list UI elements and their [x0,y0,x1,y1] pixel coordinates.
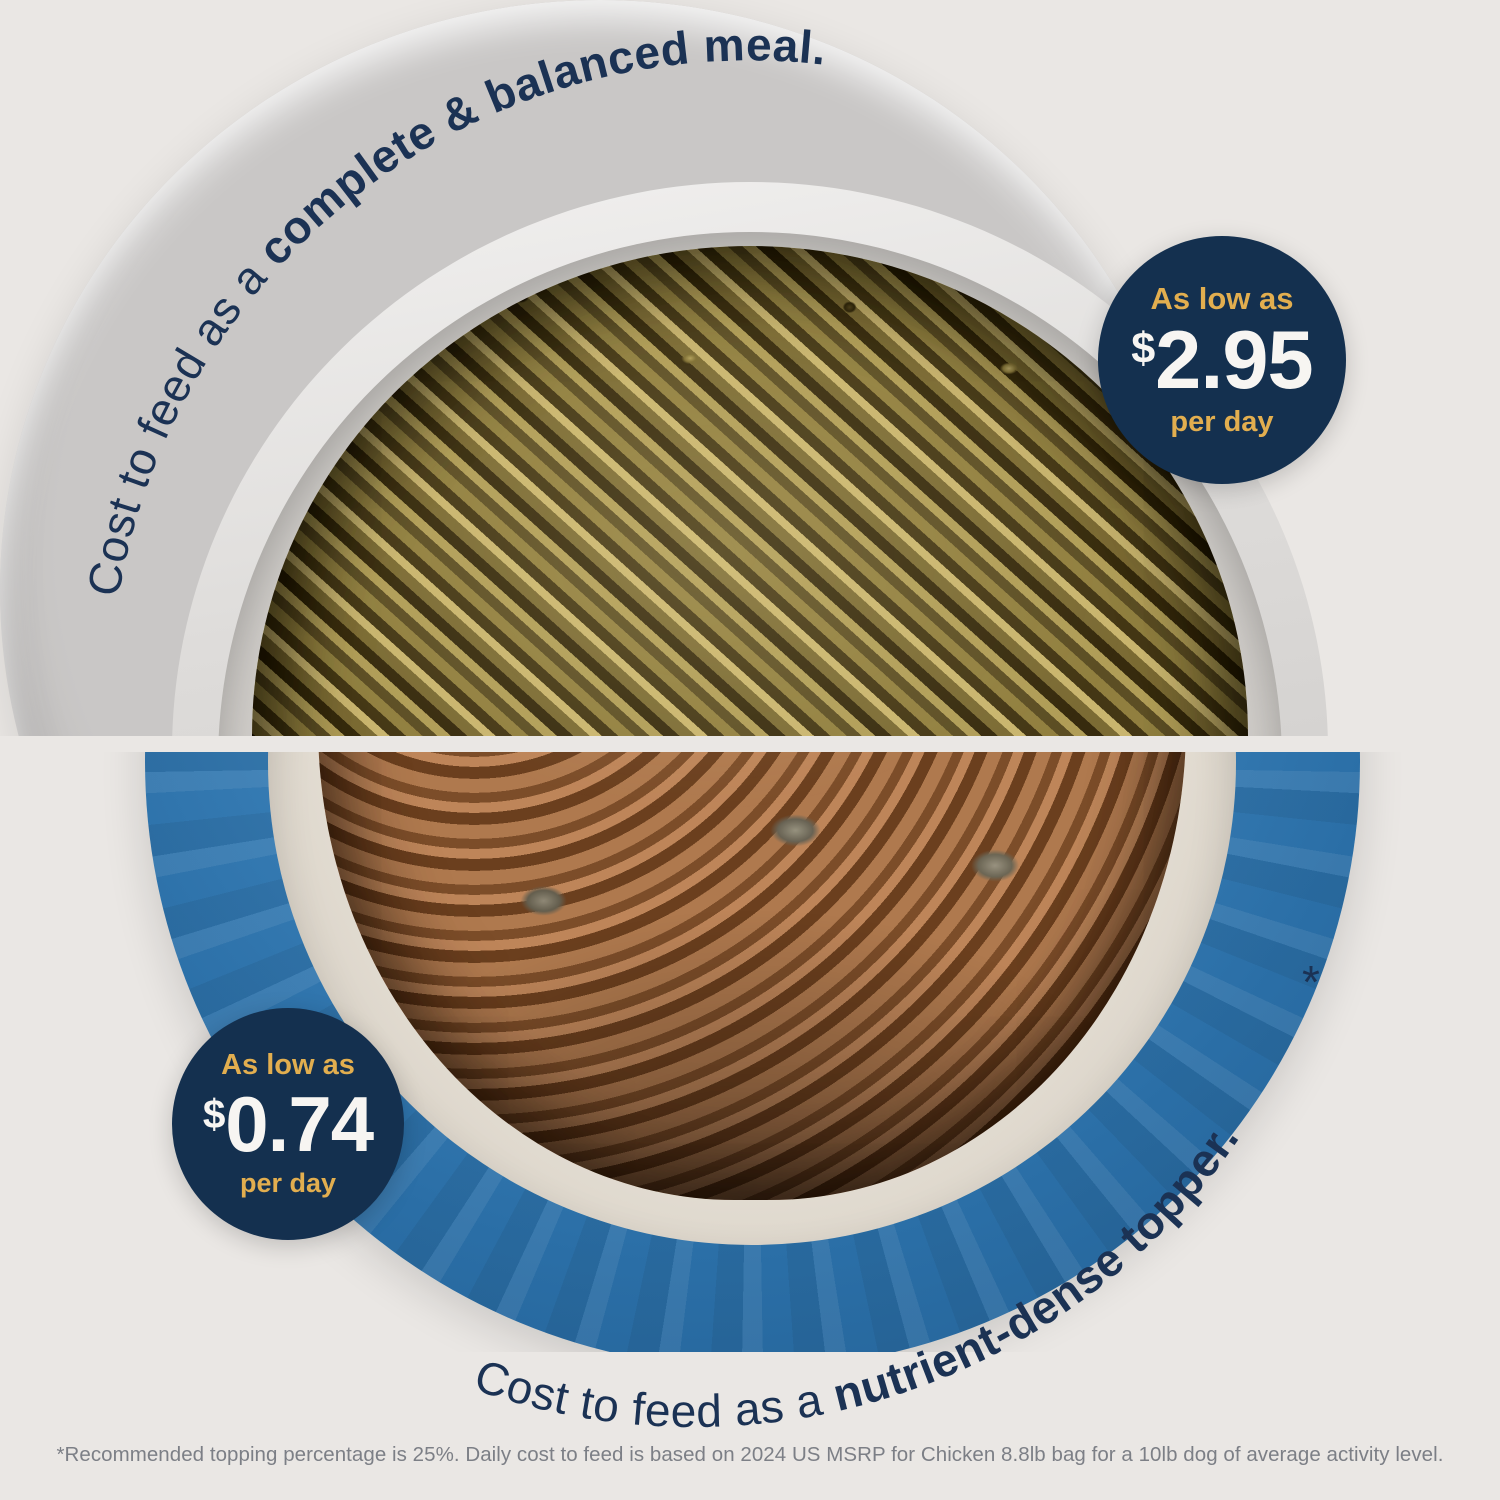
price-badge-complete-meal[interactable]: As low as $2.95 per day [1098,236,1346,484]
badge-kicker-label: As low as [221,1049,355,1082]
badge-per-day-label: per day [1170,405,1274,438]
badge-kicker-label: As low as [1150,281,1294,317]
badge-price-value: $2.95 [1131,313,1314,407]
headline-bottom-regular: Cost to feed as a [469,1349,840,1437]
currency-symbol: $ [202,1090,226,1137]
footnote-text: *Recommended topping percentage is 25%. … [56,1443,1444,1466]
currency-symbol: $ [1131,324,1155,373]
price-amount: 2.95 [1155,313,1314,407]
badge-price-value: $0.74 [202,1080,374,1169]
price-badge-topper[interactable]: As low as $0.74 per day [172,1008,404,1240]
price-amount: 0.74 [225,1080,374,1169]
badge-per-day-label: per day [239,1167,337,1198]
pane-divider [0,736,1500,754]
